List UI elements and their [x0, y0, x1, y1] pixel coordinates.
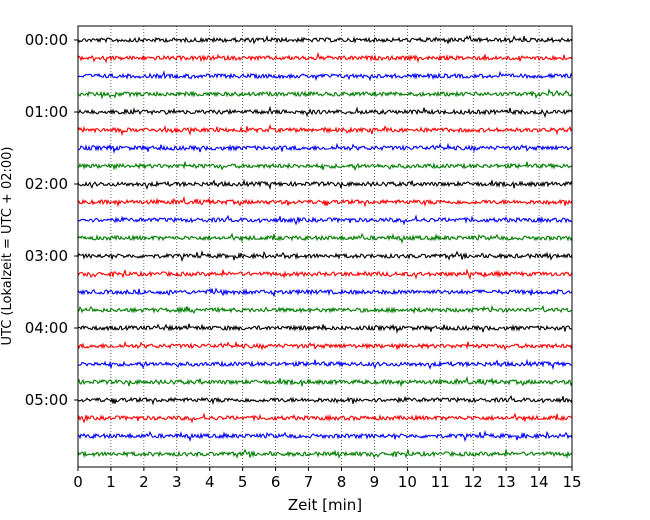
- y-tick-label: 02:00: [25, 175, 68, 193]
- seismogram-trace: [77, 375, 573, 388]
- y-tick-label: 00:00: [25, 31, 68, 49]
- x-tick-label: 2: [139, 473, 149, 491]
- seismogram-trace: [77, 232, 573, 244]
- seismogram-trace: [77, 161, 573, 172]
- seismogram-trace: [77, 268, 573, 281]
- x-tick-label: 10: [398, 473, 417, 491]
- seismogram-trace: [77, 195, 573, 208]
- seismogram-trace: [77, 123, 573, 137]
- y-tick-label: 03:00: [25, 247, 68, 265]
- seismogram-trace: [77, 34, 573, 45]
- x-tick-label: 12: [464, 473, 483, 491]
- x-axis-label: Zeit [min]: [288, 496, 362, 514]
- seismogram-trace: [77, 70, 573, 82]
- y-tick-label: 01:00: [25, 103, 68, 121]
- x-tick-label: 11: [431, 473, 450, 491]
- x-tick-label: 9: [370, 473, 380, 491]
- y-tick-label: 05:00: [25, 391, 68, 409]
- seismogram-trace: [77, 51, 573, 64]
- y-axis-label: UTC (Lokalzeit = UTC + 02:00): [0, 147, 15, 346]
- x-tick-label: 14: [530, 473, 549, 491]
- seismogram-trace: [77, 142, 573, 155]
- x-tick-label: 5: [238, 473, 248, 491]
- x-tick-label: 0: [73, 473, 83, 491]
- seismogram-trace: [77, 412, 573, 424]
- y-axis-ticks: 00:00 01:00 02:00 03:00 04:00 05:00: [25, 31, 78, 409]
- x-tick-label: 3: [172, 473, 182, 491]
- plot-frame: [77, 25, 573, 468]
- x-tick-label: 15: [562, 473, 581, 491]
- seismogram-trace: [77, 287, 573, 297]
- seismogram-trace: [77, 340, 573, 351]
- trace-group: [77, 34, 573, 459]
- x-tick-label: 7: [304, 473, 314, 491]
- y-tick-label: 04:00: [25, 319, 68, 337]
- x-tick-label: 4: [205, 473, 215, 491]
- seismogram-trace: [77, 178, 573, 191]
- seismogram-trace: [77, 448, 573, 459]
- x-axis-ticks: 0 1 2 3 4 5 6 7 8 9 10 11 12 13 14 15: [73, 467, 582, 491]
- seismogram-trace: [77, 88, 573, 100]
- seismogram-trace: [77, 105, 573, 119]
- seismogram-trace: [77, 249, 573, 263]
- seismogram-trace: [77, 358, 573, 371]
- seismogram-trace: [77, 304, 573, 315]
- seismogram-trace: [77, 429, 573, 443]
- x-tick-label: 13: [497, 473, 516, 491]
- seismogram-trace: [77, 214, 573, 226]
- seismogram-trace: [77, 394, 573, 406]
- x-tick-label: 8: [337, 473, 347, 491]
- seismogram-trace: [77, 323, 573, 335]
- x-tick-label: 6: [271, 473, 281, 491]
- x-tick-label: 1: [106, 473, 116, 491]
